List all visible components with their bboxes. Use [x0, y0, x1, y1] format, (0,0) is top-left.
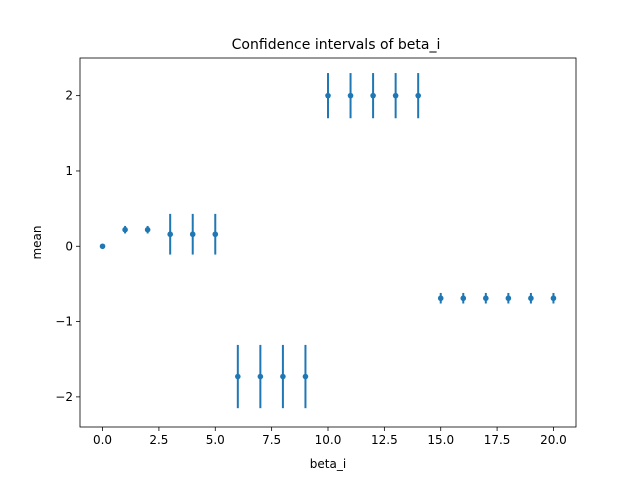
data-point-7: [257, 373, 264, 380]
data-point-1: [122, 226, 128, 233]
y-axis-label: mean: [30, 225, 44, 259]
data-point-16: [460, 295, 467, 302]
x-tick-label: 10.0: [315, 433, 342, 447]
data-point-12: [370, 92, 376, 99]
data-point-17: [483, 295, 489, 302]
x-tick-label: 15.0: [427, 433, 454, 447]
data-point-10: [325, 92, 331, 99]
data-point-5: [212, 231, 219, 238]
data-point-8: [280, 373, 286, 380]
data-point-14: [415, 92, 421, 99]
x-tick-label: 0.0: [93, 433, 112, 447]
x-tick-label: 20.0: [540, 433, 567, 447]
data-point-19: [528, 295, 534, 302]
data-point-18: [505, 295, 512, 302]
data-point-0: [99, 243, 106, 250]
y-tick-label: 2: [65, 89, 73, 103]
data-point-11: [347, 92, 354, 99]
x-tick-label: 2.5: [149, 433, 168, 447]
plot-area: [99, 73, 557, 409]
x-tick-label: 5.0: [206, 433, 225, 447]
data-point-9: [302, 373, 309, 380]
chart-title: Confidence intervals of beta_i: [232, 37, 441, 53]
y-tick-label: −1: [55, 315, 73, 329]
data-point-3: [167, 231, 173, 238]
x-tick-label: 17.5: [484, 433, 511, 447]
x-axis: 0.0 2.5 5.0 7.5 10.0 12.5 15.0 17.5 20.0: [93, 427, 567, 447]
data-point-2: [144, 226, 151, 233]
data-point-15: [437, 295, 444, 302]
x-tick-label: 12.5: [371, 433, 398, 447]
data-point-4: [189, 231, 196, 238]
y-axis: −2 −1 0 1 2: [55, 89, 80, 404]
data-point-6: [235, 373, 241, 380]
y-tick-label: 0: [65, 239, 73, 253]
data-point-13: [392, 92, 399, 99]
y-tick-label: 1: [65, 164, 73, 178]
y-tick-label: −2: [55, 390, 73, 404]
axes-frame: [79, 57, 577, 428]
x-tick-label: 7.5: [262, 433, 281, 447]
x-axis-label: beta_i: [310, 457, 346, 471]
data-point-20: [550, 295, 557, 302]
